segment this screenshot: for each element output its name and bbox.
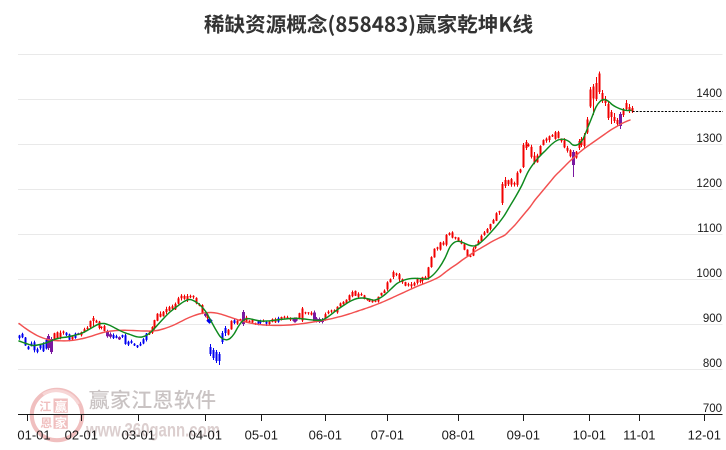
svg-text:04-01: 04-01	[189, 428, 222, 443]
svg-text:08-01: 08-01	[442, 428, 475, 443]
svg-text:02-01: 02-01	[65, 428, 98, 443]
svg-text:1300: 1300	[696, 133, 722, 145]
svg-text:09-01: 09-01	[507, 428, 540, 443]
svg-text:05-01: 05-01	[245, 428, 278, 443]
svg-text:1000: 1000	[696, 268, 722, 280]
svg-text:06-01: 06-01	[309, 428, 342, 443]
svg-text:700: 700	[703, 403, 722, 415]
svg-text:11-01: 11-01	[623, 428, 655, 443]
svg-text:www.360gann.com: www.360gann.com	[85, 420, 220, 442]
svg-text:12-01: 12-01	[688, 428, 721, 443]
svg-text:800: 800	[703, 358, 722, 370]
svg-text:1100: 1100	[697, 223, 722, 235]
svg-text:900: 900	[703, 313, 722, 325]
svg-text:03-01: 03-01	[122, 428, 155, 443]
svg-text:1400: 1400	[696, 88, 722, 100]
svg-text:1200: 1200	[696, 178, 722, 190]
svg-text:01-01: 01-01	[17, 428, 50, 443]
svg-text:07-01: 07-01	[371, 428, 404, 443]
svg-text:10-01: 10-01	[573, 428, 606, 443]
